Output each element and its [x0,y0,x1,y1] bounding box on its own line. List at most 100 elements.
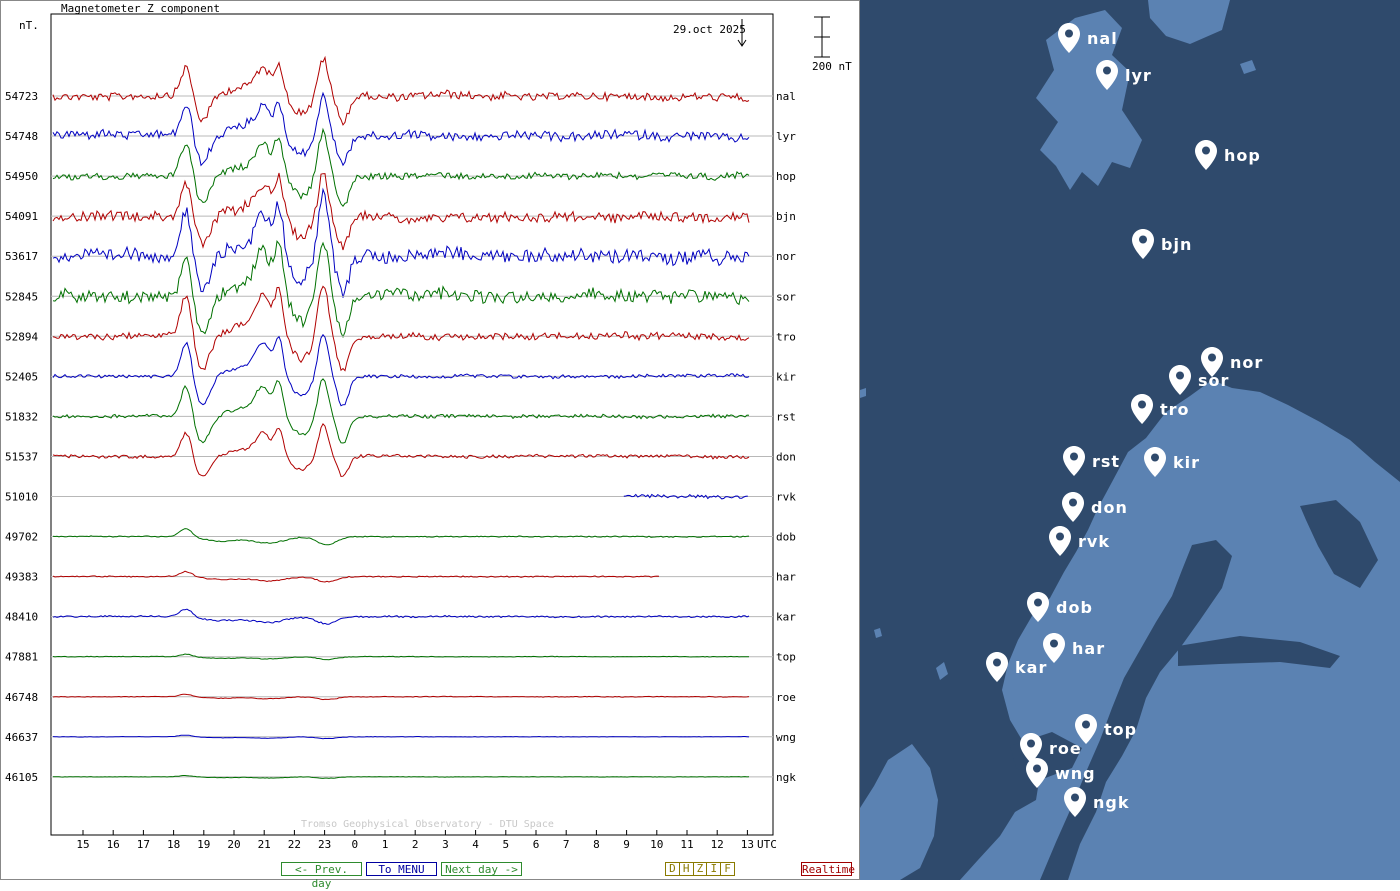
baseline-value: 46105 [5,771,38,784]
station-label: kir [776,370,796,383]
component-d[interactable]: D [666,863,680,875]
x-tick-label: 4 [472,838,479,851]
station-label: bjn [776,210,796,223]
realtime-button[interactable]: Realtime [801,862,855,876]
station-marker-label: har [1072,639,1106,658]
menu-button[interactable]: To MENU [366,862,437,876]
station-marker-tro[interactable] [1131,394,1153,424]
baseline-value: 54950 [5,170,38,183]
station-row-rvk: 51010 rvk [5,491,796,504]
white-sea [1300,500,1378,588]
baseline-value: 46748 [5,691,38,704]
station-marker-ngk[interactable] [1064,787,1086,817]
station-trace [623,493,748,500]
footer-credit: Tromso Geophysical Observatory - DTU Spa… [301,819,554,830]
map-pin-icon [1195,140,1217,170]
component-i[interactable]: I [707,863,722,875]
x-axis-label: UTC [757,838,777,851]
station-marker-label: roe [1049,739,1082,758]
station-marker-nal[interactable] [1058,23,1080,53]
map-pin-icon [1027,592,1049,622]
baseline-value: 48410 [5,611,38,624]
map-pin-icon [986,652,1008,682]
station-label: rvk [776,491,796,504]
station-marker-top[interactable] [1075,714,1097,744]
station-marker-lyr[interactable] [1096,60,1118,90]
chart-title: Magnetometer Z component [61,2,220,15]
station-marker-label: don [1091,498,1128,517]
station-trace [52,775,750,779]
station-row-wng: 46637 wng [5,731,796,744]
x-tick-label: 17 [137,838,150,851]
station-row-rst: 51832 rst [5,378,796,444]
station-trace [52,653,750,661]
station-trace [52,239,750,339]
date-label: 29.oct 2025 [673,23,746,36]
map-pin-icon [1043,633,1065,663]
map-pin-icon [1201,347,1223,377]
station-row-lyr: 54748 lyr [5,91,796,167]
station-row-top: 47881 top [5,651,796,664]
station-marker-rvk[interactable] [1049,526,1071,556]
station-marker-label: sor [1198,371,1230,390]
baseline-value: 52894 [5,330,38,343]
station-marker-hop[interactable] [1195,140,1217,170]
map-pin-icon [1144,447,1166,477]
station-label: kar [776,611,796,624]
baseline-value: 52405 [5,370,38,383]
station-marker-roe[interactable] [1020,733,1042,763]
station-marker-nor[interactable] [1201,347,1223,377]
station-marker-dob[interactable] [1027,592,1049,622]
station-marker-label: rst [1092,452,1121,471]
station-marker-label: rvk [1078,532,1110,551]
component-f[interactable]: F [721,863,734,875]
station-trace [52,91,750,167]
station-trace [52,285,750,372]
station-label: wng [776,731,796,744]
map-pin-icon [1064,787,1086,817]
station-traces: 54723 nal 54748 lyr 54950 hop 54091 bjn 53617 nor… [5,55,796,784]
map-pin-icon [1062,492,1084,522]
component-z[interactable]: Z [693,863,708,875]
map-pin-icon [1058,23,1080,53]
x-tick-label: 11 [680,838,693,851]
station-label: tro [776,330,796,343]
station-row-bjn: 54091 bjn [5,172,796,251]
x-tick-label: 5 [502,838,509,851]
x-tick-label: 0 [351,838,358,851]
next-day-button[interactable]: Next day -> [441,862,522,876]
station-marker-don[interactable] [1062,492,1084,522]
date-arrow [737,19,747,47]
station-trace [52,187,750,298]
station-row-nor: 53617 nor [5,187,796,298]
station-row-hop: 54950 hop [5,127,796,208]
station-label: dob [776,531,796,544]
station-marker-rst[interactable] [1063,446,1085,476]
map-pin-icon [1063,446,1085,476]
component-h[interactable]: H [679,863,694,875]
station-marker-kar[interactable] [986,652,1008,682]
station-label: har [776,571,796,584]
station-marker-har[interactable] [1043,633,1065,663]
baseline-value: 49383 [5,571,38,584]
station-label: top [776,651,796,664]
station-row-kir: 52405 kir [5,333,796,407]
station-trace [52,423,750,478]
map-pin-icon [1132,229,1154,259]
station-row-kar: 48410 kar [5,608,796,625]
station-marker-bjn[interactable] [1132,229,1154,259]
station-marker-sor[interactable] [1169,365,1191,395]
baseline-value: 54091 [5,210,38,223]
gulf-of-finland [1178,636,1340,668]
station-marker-label: kar [1015,658,1048,677]
baseline-value: 54723 [5,90,38,103]
x-tick-label: 9 [623,838,630,851]
station-label: rst [776,410,796,423]
station-marker-wng[interactable] [1026,758,1048,788]
station-marker-label: lyr [1125,66,1152,85]
x-tick-label: 10 [650,838,663,851]
map-pin-icon [1169,365,1191,395]
x-tick-label: 12 [711,838,724,851]
prev-day-button[interactable]: <- Prev. day [281,862,362,890]
station-marker-kir[interactable] [1144,447,1166,477]
